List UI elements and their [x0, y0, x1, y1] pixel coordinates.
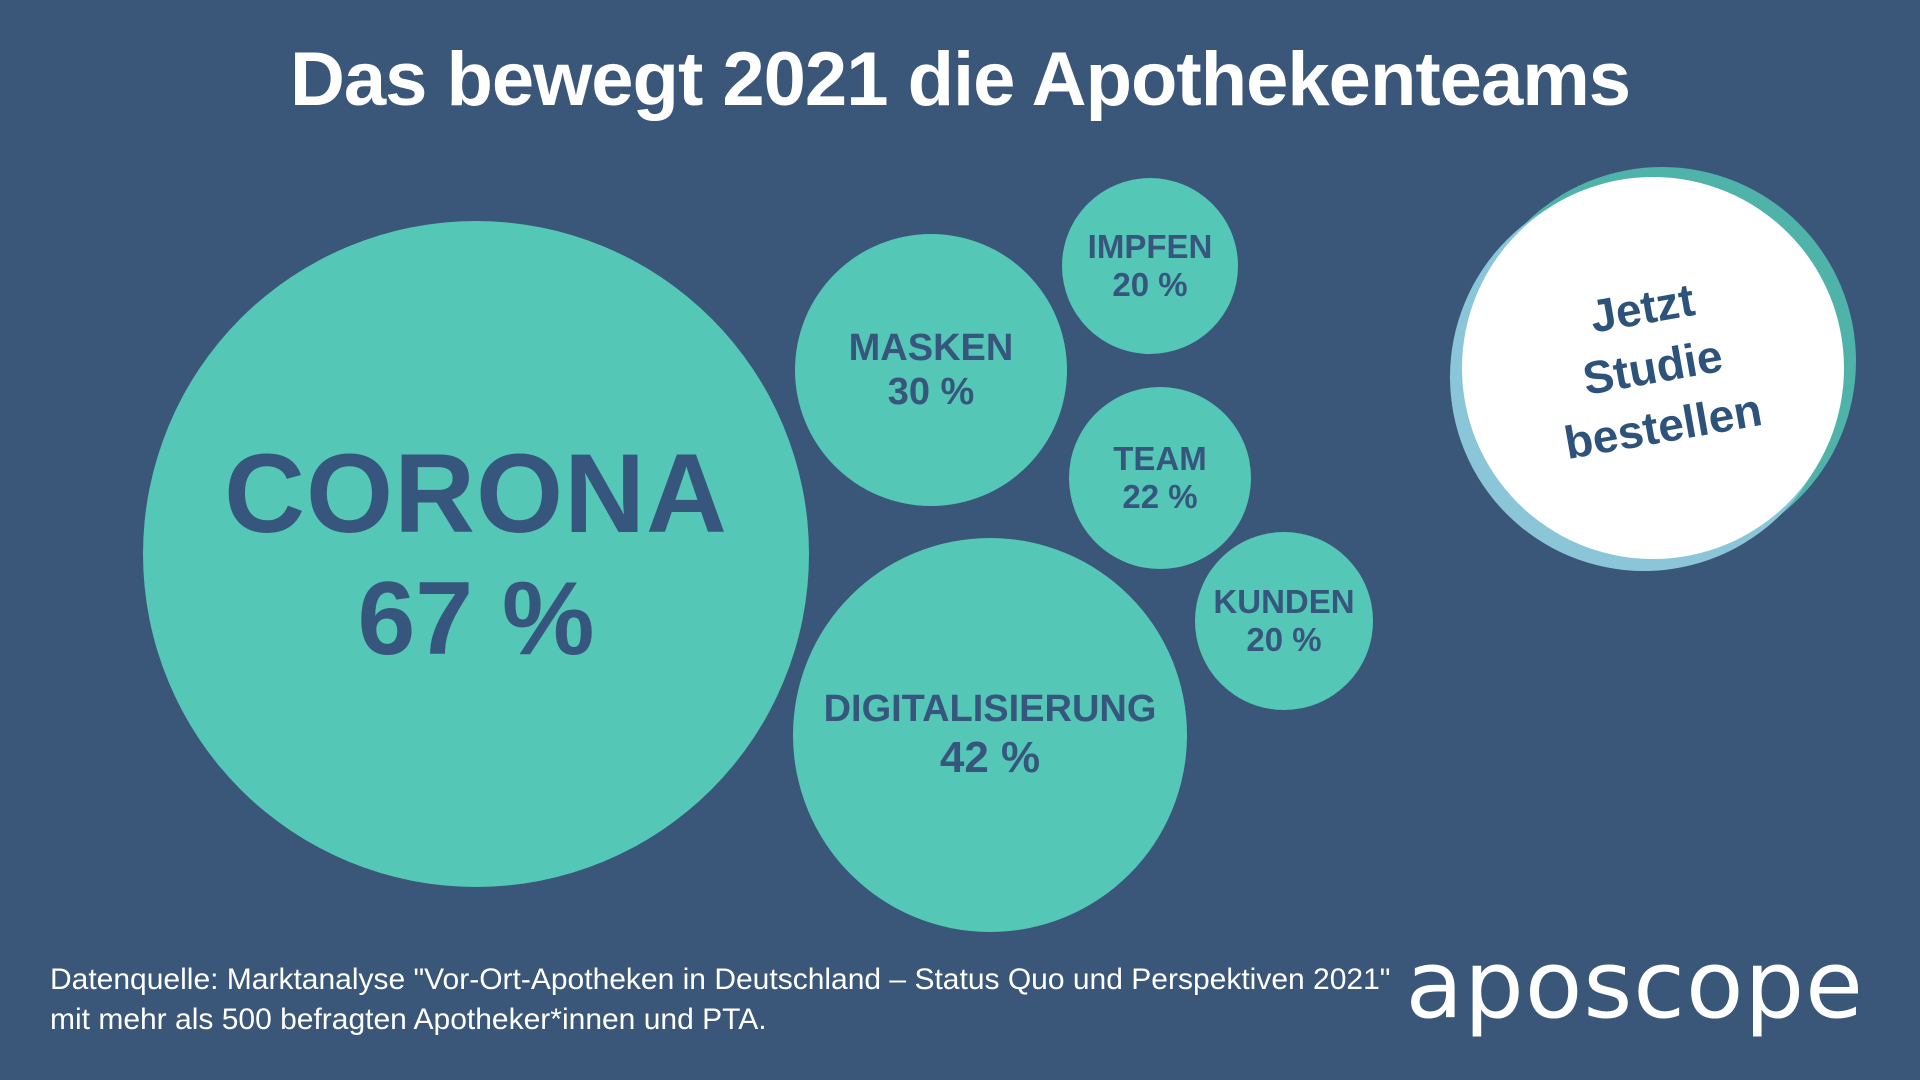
bubble-label: KUNDEN — [1213, 582, 1355, 620]
bubble-label: DIGITALISIERUNG — [823, 688, 1157, 731]
badge-text: Jetzt Studie bestellen — [1539, 262, 1767, 473]
bubble-label: TEAM — [1113, 439, 1207, 477]
bubble-kunden: KUNDEN 20 % — [1195, 532, 1373, 710]
bubble-value: 30 % — [887, 371, 975, 413]
data-source-line-2: mit mehr als 500 befragten Apotheker*inn… — [50, 1002, 767, 1036]
bubble-label: MASKEN — [848, 326, 1014, 369]
badge-face: Jetzt Studie bestellen — [1462, 177, 1844, 559]
data-source-note: Datenquelle: Marktanalyse "Vor-Ort-Apoth… — [50, 960, 1390, 1039]
bubble-value: 20 % — [1246, 621, 1322, 658]
bubble-value: 42 % — [939, 732, 1041, 782]
bubble-digitalisierung: DIGITALISIERUNG 42 % — [793, 538, 1187, 932]
aposcope-logo: aposcope — [1405, 931, 1864, 1040]
data-source-line-1: Datenquelle: Marktanalyse "Vor-Ort-Apoth… — [50, 963, 1391, 996]
bubble-label: IMPFEN — [1087, 227, 1213, 265]
order-study-badge[interactable]: Jetzt Studie bestellen — [1450, 167, 1856, 571]
page-title: Das bewegt 2021 die Apothekenteams — [289, 37, 1631, 122]
bubble-impfen: IMPFEN 20 % — [1062, 178, 1238, 354]
bubble-value: 20 % — [1112, 266, 1188, 303]
bubble-team: TEAM 22 % — [1069, 387, 1251, 569]
bubble-value: 22 % — [1122, 478, 1198, 515]
bubble-label: CORONA — [224, 430, 728, 556]
bubble-value: 67 % — [357, 560, 595, 677]
bubble-masken: MASKEN 30 % — [795, 234, 1067, 506]
bubble-corona: CORONA 67 % — [143, 221, 809, 887]
